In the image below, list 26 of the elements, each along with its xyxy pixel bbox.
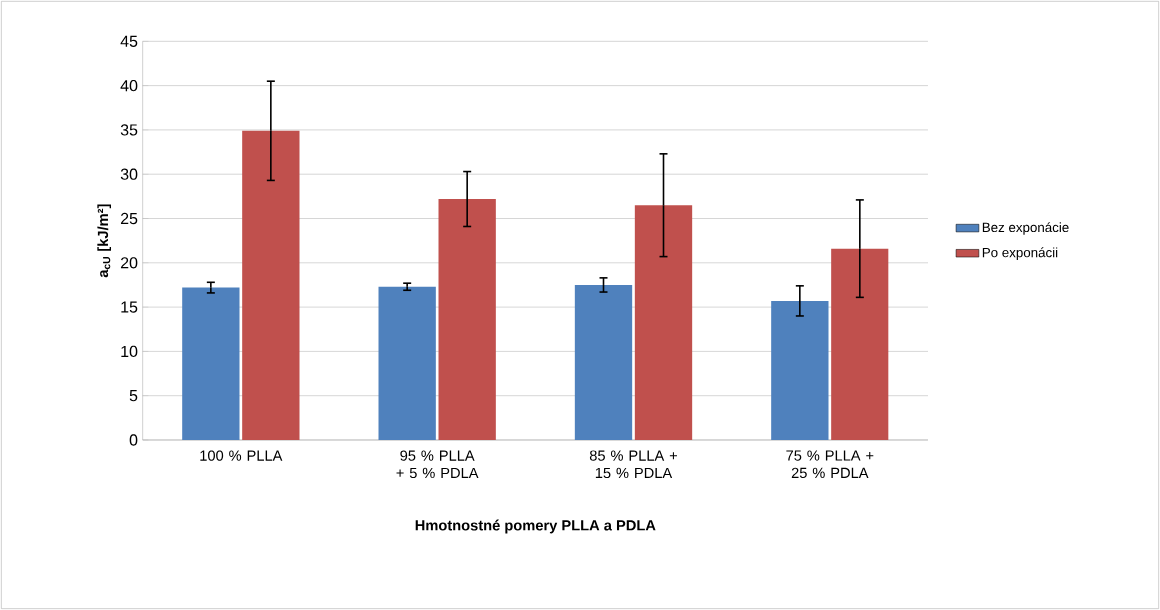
bar: [574, 284, 633, 440]
bar: [634, 205, 693, 440]
y-tick-label: 40: [120, 79, 138, 92]
x-tick-label: 85 % PLLA + 15 % PDLA: [589, 450, 677, 479]
y-tick-label: 35: [120, 124, 138, 136]
y-tick-label: 20: [120, 257, 138, 269]
y-tick-label: 25: [120, 212, 138, 225]
x-axis-title: Hmotnostné pomery PLLA a PDLA: [415, 519, 656, 534]
legend-label: Bez exponácie: [982, 222, 1069, 235]
bar: [771, 300, 829, 440]
y-tick-label: 5: [129, 390, 138, 402]
y-tick-label: 15: [121, 301, 138, 313]
legend-label: Po exponácii: [982, 247, 1058, 260]
y-tick-label: 0: [129, 434, 138, 446]
bar: [438, 199, 496, 440]
bar: [378, 286, 436, 440]
bar: [831, 248, 889, 440]
y-tick-label: 30: [120, 168, 138, 180]
bar: [182, 287, 240, 440]
y-tick-label: 10: [121, 345, 138, 358]
x-tick-label: 100 % PLLA: [200, 450, 283, 461]
x-tick-label: 95 % PLLA + 5 % PDLA: [396, 450, 479, 479]
y-tick-label: 45: [120, 35, 138, 47]
x-tick-label: 75 % PLLA + 25 % PDLA: [786, 450, 874, 479]
text: a$_{cU}$ [kJ/m²]: [97, 204, 112, 278]
bar: [242, 130, 300, 440]
